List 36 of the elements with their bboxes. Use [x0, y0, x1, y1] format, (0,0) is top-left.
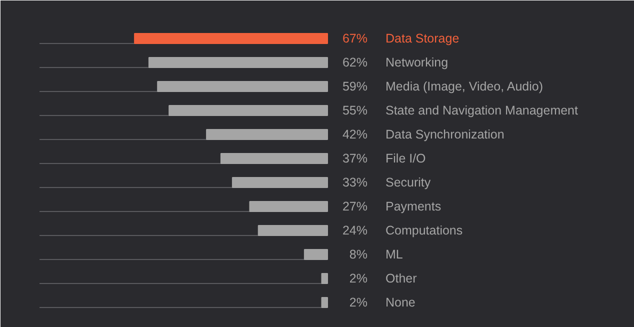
y-tick-label: None	[386, 296, 416, 310]
data-label: 37%	[342, 152, 368, 166]
bar	[232, 176, 328, 188]
data-label: 59%	[342, 80, 368, 94]
bar	[321, 272, 328, 284]
data-label: 24%	[342, 224, 368, 238]
data-label: 62%	[342, 56, 368, 70]
bar	[157, 80, 328, 92]
data-label: 27%	[342, 200, 368, 214]
bar	[134, 32, 328, 44]
data-label: 2%	[349, 296, 368, 310]
y-tick-label: Networking	[386, 56, 448, 70]
y-tick-label: Other	[386, 272, 417, 286]
y-tick-label: Payments	[386, 200, 442, 214]
data-label: 67%	[342, 32, 368, 46]
data-label: 55%	[342, 104, 368, 118]
y-tick-label: Data Synchronization	[386, 128, 504, 142]
bar	[249, 200, 328, 212]
y-tick-label: Computations	[386, 224, 463, 238]
y-tick-label: Security	[386, 176, 432, 190]
y-tick-label: State and Navigation Management	[386, 104, 579, 118]
bar	[148, 56, 328, 68]
y-tick-label: File I/O	[386, 152, 426, 166]
data-label: 2%	[349, 272, 368, 286]
y-tick-label: Data Storage	[386, 32, 460, 46]
bar	[168, 104, 328, 116]
data-label: 8%	[349, 248, 368, 262]
bar	[206, 128, 328, 140]
data-label: 33%	[342, 176, 368, 190]
bar	[258, 224, 328, 236]
y-tick-label: Media (Image, Video, Audio)	[386, 80, 544, 94]
bar	[304, 248, 328, 260]
bar	[321, 296, 328, 308]
bar	[220, 152, 328, 164]
y-tick-label: ML	[386, 248, 403, 262]
data-label: 42%	[342, 128, 368, 142]
